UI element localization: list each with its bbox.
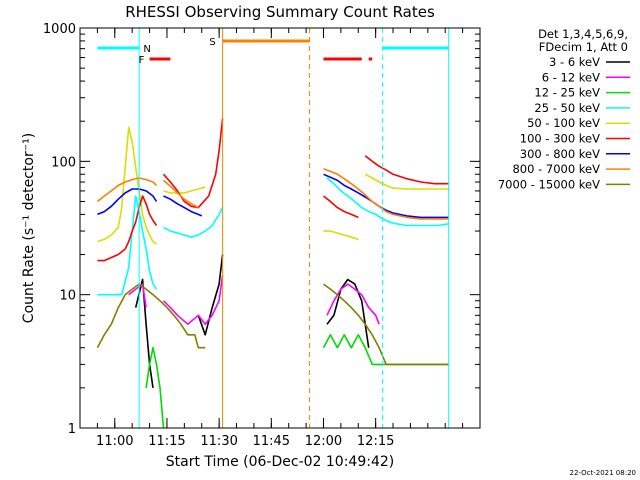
- x-axis-label: Start Time (06-Dec-02 10:49:42): [166, 454, 394, 470]
- series-line-0: [134, 254, 370, 389]
- x-tick-label-3: 11:45: [253, 434, 290, 449]
- x-tick-label-5: 12:15: [357, 434, 394, 449]
- legend-label-1: 6 - 12 keV: [542, 70, 600, 84]
- series-line-1: [128, 275, 380, 325]
- x-tick-label-0: 11:00: [96, 434, 133, 449]
- series-line-5: [97, 118, 449, 262]
- series-line-3: [97, 177, 449, 296]
- y-axis-ticks: 1 10 100 1000: [43, 22, 480, 437]
- legend-label-6: 300 - 800 keV: [520, 147, 600, 161]
- annotation-layer: NF S: [97, 28, 450, 428]
- legend-header-line-1: FDecim 1, Att 0: [539, 40, 628, 54]
- plot-area: NF S 1 10 100 1000 11:00 11:15 11:30 11:45 12:00…: [43, 22, 481, 449]
- series-layer: [96, 118, 449, 428]
- x-tick-label-2: 11:30: [200, 434, 237, 449]
- legend: Det 1,3,4,5,6,9,FDecim 1, Att 03 - 6 keV…: [498, 27, 630, 191]
- legend-label-5: 100 - 300 keV: [520, 132, 600, 146]
- y-tick-label-1: 10: [59, 289, 76, 304]
- legend-header-line-0: Det 1,3,4,5,6,9,: [538, 27, 628, 41]
- series-line-7: [96, 167, 449, 220]
- x-tick-label-1: 11:15: [148, 434, 185, 449]
- y-tick-label-0: 1: [68, 422, 76, 437]
- chart-title: RHESSI Observing Summary Count Rates: [125, 3, 435, 21]
- legend-label-8: 7000 - 15000 keV: [498, 177, 600, 191]
- annotation-label-S: S: [209, 37, 215, 48]
- y-tick-label-2: 100: [51, 155, 76, 170]
- legend-label-4: 50 - 100 keV: [527, 116, 600, 130]
- series-line-2: [145, 334, 449, 428]
- legend-label-3: 25 - 50 keV: [534, 101, 600, 115]
- footer-timestamp: 22-Oct-2021 08:20: [570, 469, 636, 477]
- legend-label-7: 800 - 7000 keV: [512, 162, 600, 176]
- plot-frame: [79, 27, 481, 429]
- y-axis-label: Count Rate (s⁻¹ detector⁻¹): [21, 133, 37, 323]
- annotation-label-F: F: [139, 55, 145, 66]
- annotation-label-N: N: [143, 44, 150, 55]
- x-axis-ticks: 11:00 11:15 11:30 11:45 12:00 12:15: [79, 28, 481, 449]
- y-tick-label-3: 1000: [43, 22, 76, 37]
- series-line-4: [97, 126, 449, 245]
- series-line-8: [96, 283, 449, 366]
- x-tick-label-4: 12:00: [305, 434, 342, 449]
- legend-label-0: 3 - 6 keV: [549, 55, 600, 69]
- legend-label-2: 12 - 25 keV: [534, 86, 600, 100]
